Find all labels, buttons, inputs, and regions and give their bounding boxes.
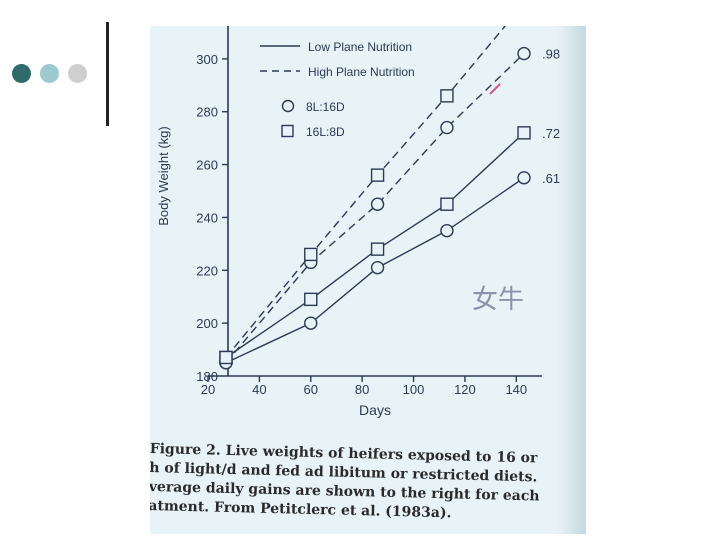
data-point-square [219, 350, 233, 365]
x-tick-label: 100 [403, 382, 425, 397]
data-point-square [370, 168, 385, 182]
figure-photo: 180 200 220 240 260 280 300 20 40 60 80 100 120 140 Da… [150, 26, 586, 534]
handwritten-annotation: 女牛 [472, 285, 524, 315]
x-tick-label: 20 [201, 382, 215, 397]
legend-marker-label: 8L:16D [306, 100, 345, 114]
x-tick-label: 60 [304, 382, 318, 397]
x-tick-label: 140 [505, 382, 527, 397]
y-tick-label: 180 [196, 369, 218, 384]
legend-marker-label: 16L:8D [306, 125, 345, 139]
slide-vertical-rule [106, 22, 109, 126]
x-tick-label: 80 [355, 382, 369, 397]
data-point-circle [370, 260, 385, 275]
y-axis-label: Body Weight (kg) [156, 126, 171, 225]
data-point-circle [517, 171, 531, 185]
data-point-circle [440, 120, 454, 135]
data-point-square [440, 197, 454, 211]
legend-line-label: High Plane Nutrition [308, 65, 415, 79]
data-point-square [304, 247, 318, 262]
legend-circle-marker [281, 99, 295, 113]
gain-label: .72 [542, 126, 560, 141]
y-tick-label: 200 [196, 316, 218, 331]
x-axis-label: Days [359, 402, 391, 418]
gain-label: .98 [542, 47, 560, 62]
gain-label: .61 [542, 171, 560, 186]
series-line-high-8L [225, 53, 525, 364]
bullet-dot-light [40, 64, 59, 83]
data-point-square [304, 292, 318, 307]
bullet-dot-gray [68, 64, 87, 83]
y-tick-label: 220 [196, 263, 218, 278]
y-tick-label: 300 [196, 52, 218, 67]
data-point-square [440, 89, 454, 103]
data-point-circle [440, 223, 454, 238]
data-point-circle [304, 316, 318, 330]
x-tick-label: 120 [454, 382, 476, 397]
figure-caption: Figure 2. Live weights of heifers expose… [150, 440, 570, 526]
data-point-square [517, 126, 531, 140]
y-tick-label: 260 [196, 158, 218, 173]
y-tick-label: 280 [196, 105, 218, 120]
weight-chart: 180 200 220 240 260 280 300 20 40 60 80 100 120 140 Da… [156, 26, 560, 418]
bullet-dot-dark [12, 64, 31, 83]
x-tick-label: 40 [252, 382, 266, 397]
data-point-circle [370, 197, 385, 211]
slide-bullet-dots [12, 64, 87, 83]
data-point-square [370, 242, 385, 256]
legend-square-marker [281, 124, 294, 138]
data-point-circle [517, 46, 531, 61]
legend-line-label: Low Plane Nutrition [308, 40, 412, 54]
y-tick-label: 240 [196, 210, 218, 225]
pen-mark [489, 83, 501, 95]
